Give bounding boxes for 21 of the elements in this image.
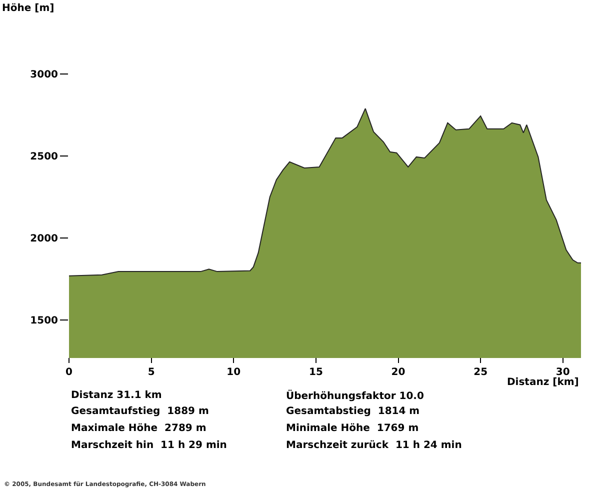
text: Überhöhungsfaktor 10.0 [286, 389, 424, 402]
text: Gesamtaufstieg 1889 m [71, 406, 209, 417]
y-tick-label: 3000 [30, 70, 58, 80]
x-tick-label: 30 [556, 367, 570, 378]
text: Gesamtabstieg 1814 m [286, 406, 420, 417]
text: Maximale Höhe 2789 m [71, 423, 206, 434]
text: Marschzeit zurück 11 h 24 min [286, 440, 462, 451]
x-tick-label: 20 [391, 367, 406, 378]
text: Minimale Höhe 1769 m [286, 423, 419, 434]
y-tick-label: 1500 [30, 315, 58, 326]
x-tick-label: 25 [474, 367, 488, 378]
text: Marschzeit hin 11 h 29 min [71, 440, 227, 451]
x-axis-title: Distanz [km] [507, 377, 579, 388]
x-tick-label: 5 [148, 367, 155, 378]
x-tick-label: 10 [226, 367, 241, 378]
x-tick-label: 15 [308, 367, 323, 378]
y-tick-label: 2000 [30, 233, 58, 244]
text: Distanz 31.1 km [71, 390, 162, 401]
y-tick-label: 2500 [30, 151, 58, 162]
text: Höhe [m] [2, 3, 54, 14]
x-tick-label: 0 [66, 367, 73, 378]
